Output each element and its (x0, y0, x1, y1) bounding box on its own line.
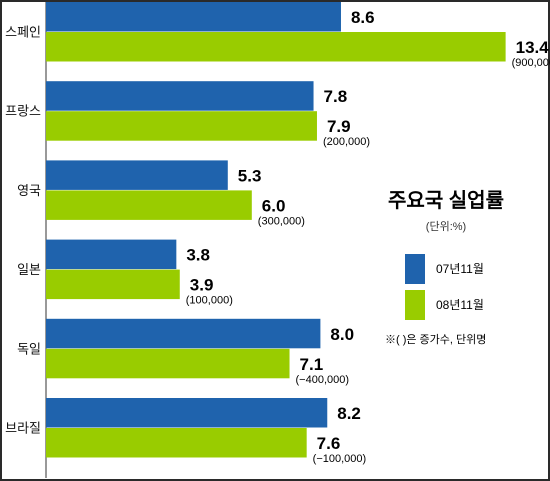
annotation-label: (−400,000) (296, 374, 350, 386)
value-label: 8.2 (337, 404, 361, 423)
annotation-label: (900,000) (512, 57, 550, 69)
bars-group: 스페인 8.6 13.4(900,000) 프랑스 7.8 7.9(200,000) 영국 5… (5, 2, 550, 465)
legend-swatch (405, 290, 425, 320)
annotation-label: (−100,000) (313, 453, 367, 465)
bar (46, 2, 341, 32)
category-label: 브라질 (5, 421, 41, 436)
legend-label: 08년11월 (436, 298, 484, 312)
annotation-label: (300,000) (258, 215, 305, 227)
value-label: 7.1 (300, 355, 324, 374)
value-label: 6.0 (262, 196, 286, 215)
bar (46, 348, 290, 379)
bar (46, 32, 506, 62)
legend-swatch (405, 254, 425, 284)
value-label: 7.8 (324, 87, 348, 106)
category-label: 프랑스 (5, 104, 41, 119)
value-label: 8.6 (351, 8, 375, 27)
category-label: 스페인 (5, 25, 41, 40)
category-label: 영국 (17, 183, 41, 198)
bar (46, 160, 228, 190)
legend: 07년11월 08년11월 (405, 254, 484, 320)
bar (46, 239, 177, 270)
value-label: 3.9 (190, 276, 214, 295)
footnote: ※( )은 증가수, 단위명 (385, 333, 486, 346)
chart-title: 주요국 실업률 (388, 189, 504, 212)
bar (46, 81, 314, 111)
bar (46, 111, 317, 141)
bar (46, 428, 307, 458)
value-label: 13.4 (516, 38, 550, 57)
annotation-label: (100,000) (186, 295, 233, 307)
bar (46, 190, 252, 220)
bar (46, 269, 180, 300)
bar (46, 398, 328, 428)
annotation-label: (200,000) (323, 136, 370, 148)
value-label: 5.3 (238, 166, 262, 185)
value-label: 3.8 (186, 246, 210, 265)
bar (46, 318, 321, 349)
legend-label: 07년11월 (436, 262, 484, 276)
value-label: 8.0 (330, 325, 354, 344)
chart-unit: (단위:%) (426, 220, 466, 233)
value-label: 7.9 (327, 117, 351, 136)
value-label: 7.6 (317, 434, 341, 453)
category-label: 독일 (17, 341, 41, 356)
category-label: 일본 (17, 262, 41, 277)
